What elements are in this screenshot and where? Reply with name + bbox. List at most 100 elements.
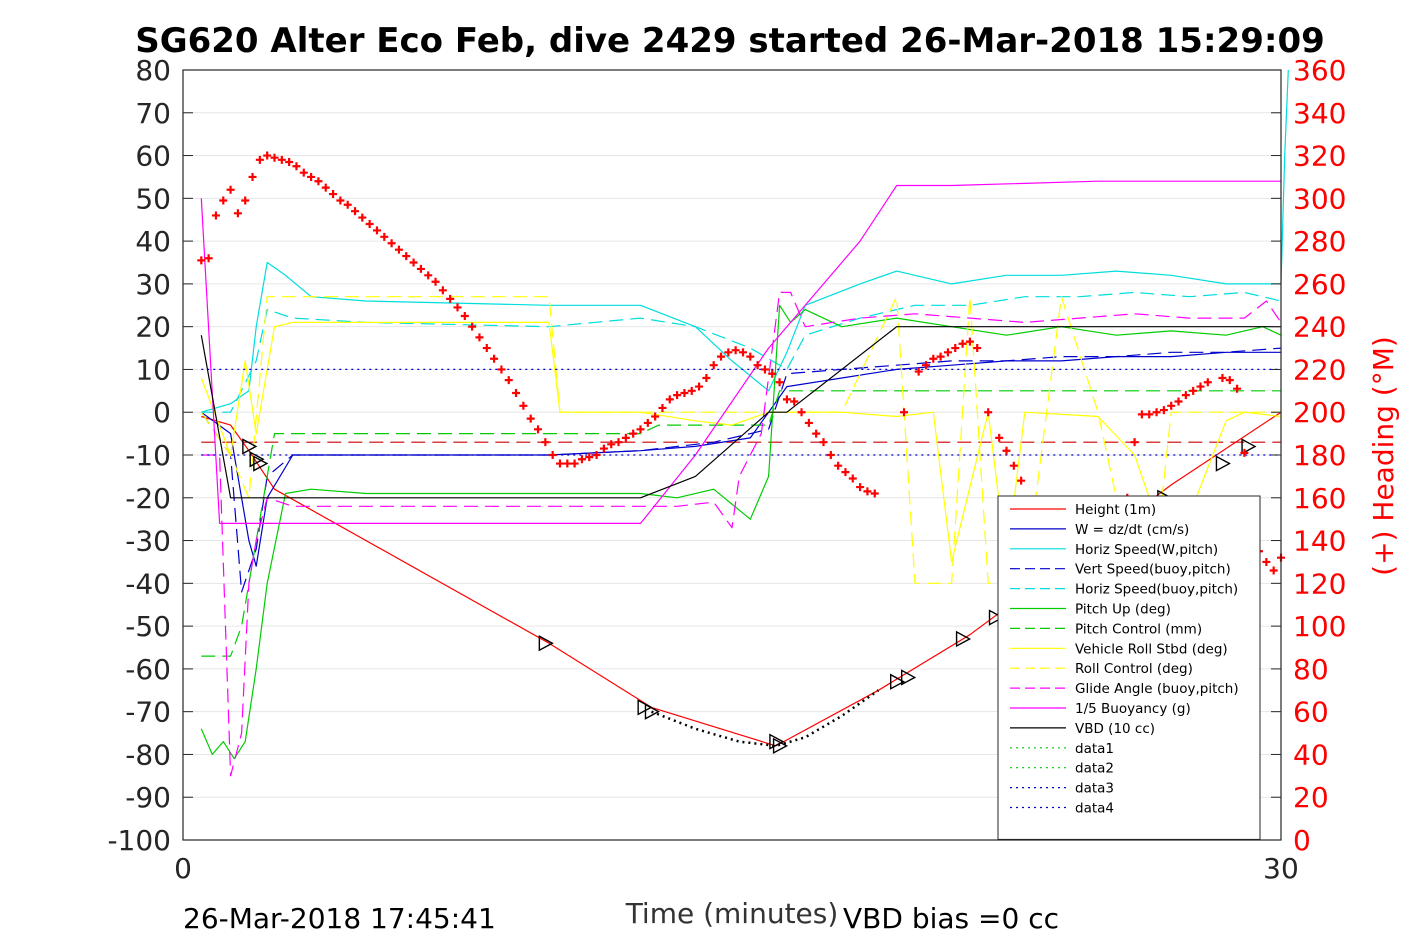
- heading-point: [746, 352, 755, 361]
- heading-point: [1017, 476, 1026, 485]
- legend-entry: VBD (10 cc): [1075, 721, 1155, 737]
- heading-point: [321, 183, 330, 192]
- y2-tick-label: 360: [1293, 54, 1346, 87]
- heading-point: [307, 172, 316, 181]
- marker-triangle: [249, 451, 265, 468]
- heading-point: [607, 440, 616, 449]
- heading-point: [753, 361, 762, 370]
- marker-triangle: [988, 609, 1004, 626]
- y-tick-label: -20: [125, 482, 171, 515]
- heading-point: [900, 408, 909, 417]
- heading-point: [497, 365, 506, 374]
- y2-tick-label: 260: [1293, 268, 1346, 301]
- y-tick-label: 10: [135, 353, 171, 386]
- heading-point: [709, 361, 718, 370]
- heading-point: [555, 459, 564, 468]
- heading-point: [717, 352, 726, 361]
- heading-point: [248, 172, 257, 181]
- legend-entry: data2: [1075, 761, 1114, 777]
- marker-triangle: [1215, 455, 1231, 472]
- y2-tick-label: 40: [1293, 738, 1329, 771]
- y2-tick-label: 180: [1293, 439, 1346, 472]
- heading-point: [512, 388, 521, 397]
- heading-point: [797, 408, 806, 417]
- series-glide-angle-buoy-pitch: [201, 291, 1282, 777]
- marker-triangle: [900, 669, 917, 686]
- heading-point: [592, 451, 601, 459]
- y2-tick-label: 60: [1293, 696, 1329, 729]
- heading-point: [1009, 461, 1018, 470]
- legend-entry: Horiz Speed(W,pitch): [1075, 542, 1218, 558]
- y2-tick-label: 300: [1293, 182, 1346, 215]
- y-tick-label: 80: [135, 54, 171, 87]
- heading-point: [973, 344, 982, 353]
- heading-point: [768, 369, 777, 378]
- heading-point: [314, 177, 323, 186]
- heading-point: [724, 348, 733, 357]
- x-axis-label: Time (minutes): [625, 897, 839, 930]
- x-tick-label: 0: [174, 852, 192, 885]
- legend-entry: Pitch Control (mm): [1075, 621, 1202, 637]
- heading-point: [943, 348, 952, 357]
- series-w-dz-dt-cm-s: [200, 351, 1281, 567]
- heading-point: [277, 155, 286, 164]
- heading-point: [1130, 438, 1139, 447]
- series-1-5-buoyancy-g: [200, 180, 1281, 525]
- marker-triangle: [242, 438, 258, 455]
- heading-point: [1196, 382, 1205, 391]
- heading-point: [1218, 374, 1227, 382]
- axes: 80706050403020100-10-20-30-40-50-60-70-8…: [107, 54, 1346, 885]
- heading-point: [936, 352, 945, 361]
- heading-point: [204, 254, 213, 263]
- marker-triangle: [890, 673, 906, 690]
- heading-point: [475, 333, 484, 342]
- y2-tick-label: 160: [1293, 482, 1346, 515]
- heading-point: [848, 474, 857, 483]
- heading-point: [365, 220, 374, 228]
- y2-tick-label: 200: [1293, 396, 1346, 429]
- heading-point: [995, 433, 1004, 442]
- heading-point: [380, 232, 389, 241]
- heading-point: [921, 361, 930, 370]
- heading-point: [1137, 410, 1146, 419]
- heading-point: [665, 395, 674, 404]
- heading-point: [577, 455, 586, 464]
- heading-point: [1159, 406, 1168, 415]
- y2-tick-label: 280: [1293, 225, 1346, 258]
- heading-point: [1189, 386, 1198, 395]
- heading-point: [585, 453, 594, 462]
- marker-triangle: [1241, 438, 1257, 455]
- heading-point: [929, 354, 938, 363]
- heading-point: [834, 461, 843, 470]
- heading-point: [460, 311, 469, 320]
- heading-point: [226, 185, 235, 194]
- heading-point: [1269, 566, 1278, 575]
- heading-point: [775, 378, 784, 387]
- heading-point: [643, 418, 652, 427]
- heading-point: [197, 256, 206, 265]
- heading-point: [680, 388, 689, 397]
- y-tick-label: -80: [125, 738, 171, 771]
- heading-point: [695, 382, 704, 391]
- y2-tick-label: 140: [1293, 525, 1346, 558]
- legend-entry: data1: [1075, 741, 1114, 757]
- heading-point: [490, 354, 499, 363]
- legend: Height (1m) W = dz/dt (cm/s) Horiz Speed(W…: [997, 495, 1261, 840]
- heading-point: [351, 207, 360, 216]
- vbd-bias-footer: VBD bias =0 cc: [843, 902, 1059, 935]
- heading-point: [482, 344, 491, 353]
- y2-tick-label: 80: [1293, 653, 1329, 686]
- y2-tick-label: 320: [1293, 140, 1346, 173]
- heading-point: [673, 391, 682, 400]
- series-pitch-up-deg: [200, 304, 1282, 760]
- y-tick-label: 70: [135, 97, 171, 130]
- legend-entry: Horiz Speed(buoy,pitch): [1075, 582, 1238, 598]
- heading-point: [394, 245, 403, 254]
- heading-point: [570, 459, 579, 468]
- heading-point: [446, 294, 455, 303]
- heading-point: [329, 190, 338, 199]
- marker-triangle: [538, 635, 554, 652]
- legend-entry: Roll Control (deg): [1075, 661, 1193, 677]
- heading-point: [431, 277, 440, 286]
